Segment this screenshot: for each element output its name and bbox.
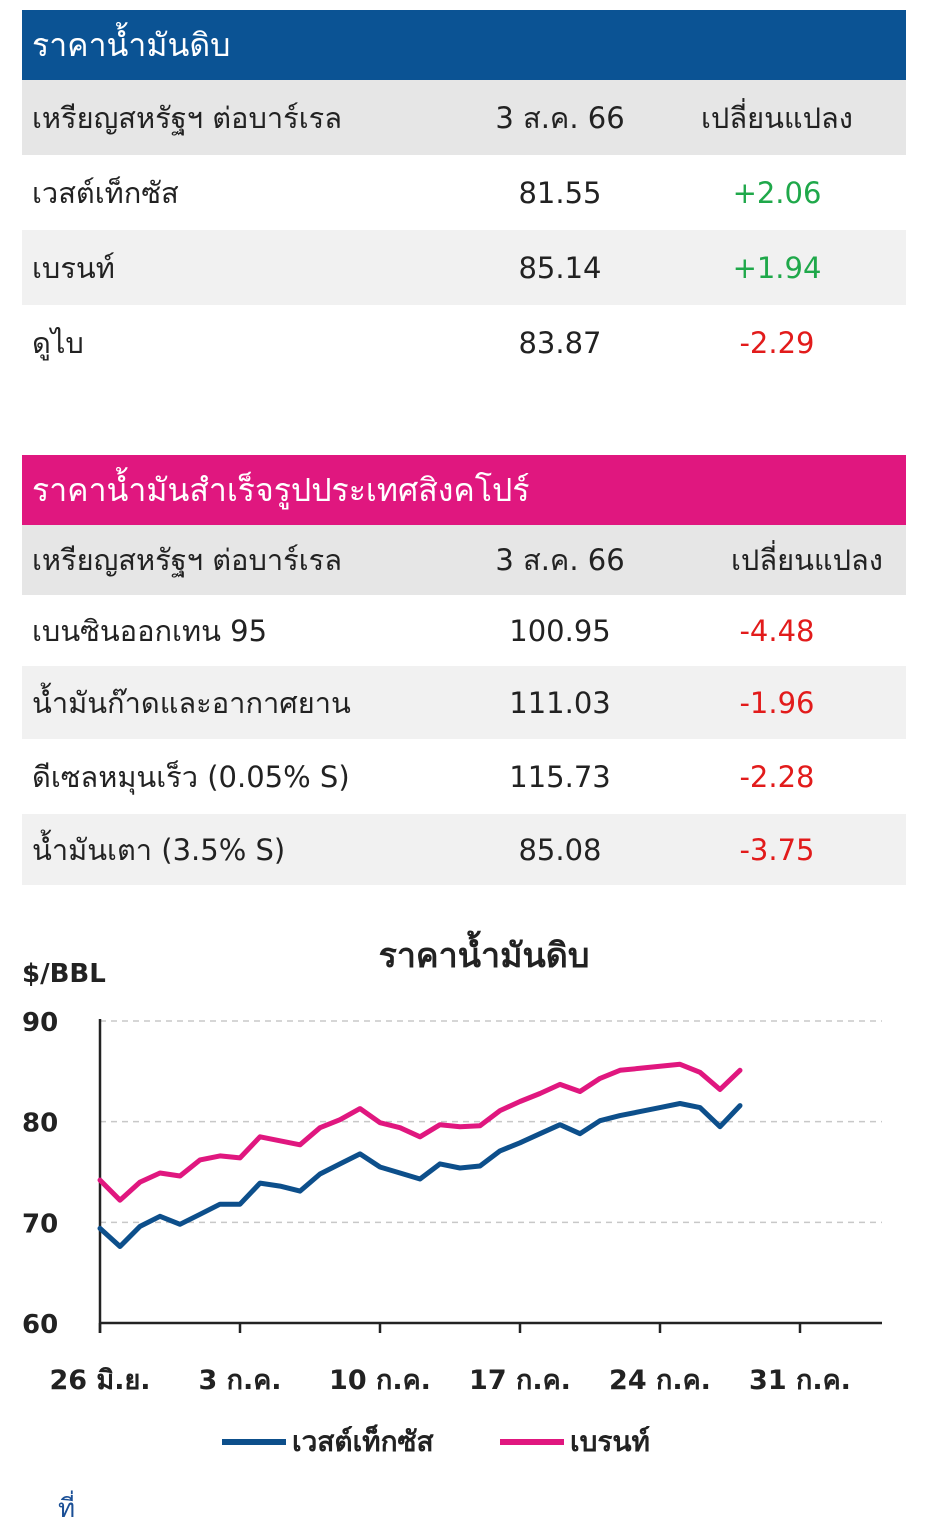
row-change: -3.75 [739,832,815,867]
footnote-text: ที่ [58,1494,76,1524]
table-row: น้ำมันก๊าดและอากาศยาน 111.03 -1.96 [22,666,906,739]
legend-swatch-brent [500,1439,564,1445]
row-name: ดีเซลหมุนเร็ว (0.05% S) [32,759,350,794]
row-price: 81.55 [518,175,602,210]
header-unit: เหรียญสหรัฐฯ ต่อบาร์เรล [32,543,342,577]
row-price: 85.14 [518,250,602,285]
row-change: -2.29 [739,325,815,360]
header-change: เปลี่ยนแปลง [731,543,883,577]
legend-item-wti: เวสต์เท็กซัส [222,1420,434,1464]
row-price: 111.03 [509,685,611,720]
row-name: น้ำมันเตา (3.5% S) [32,832,286,867]
series-line-brent [97,1061,743,1203]
row-name: น้ำมันก๊าดและอากาศยาน [32,685,351,720]
crude-oil-table-title: ราคาน้ำมันดิบ [22,10,906,80]
legend-swatch-wti [222,1439,286,1445]
crude-oil-table-header: เหรียญสหรัฐฯ ต่อบาร์เรล 3 ส.ค. 66 เปลี่ย… [22,80,906,155]
y-tick-label: 70 [22,1209,58,1239]
x-tick-label: 17 ก.ค. [469,1365,571,1396]
row-name: เบนซินออกเทน 95 [32,613,268,648]
x-tick-label: 24 ก.ค. [609,1365,711,1396]
header-date: 3 ส.ค. 66 [495,543,625,577]
y-axis-label: $/BBL [22,959,106,989]
row-name: ดูไบ [32,325,84,360]
table-row: เวสต์เท็กซัส 81.55 +2.06 [22,155,906,230]
header-unit: เหรียญสหรัฐฯ ต่อบาร์เรล [32,100,342,135]
refined-oil-table-title: ราคาน้ำมันสำเร็จรูปประเทศสิงคโปร์ [22,455,906,525]
legend-label-wti: เวสต์เท็กซัส [292,1425,434,1458]
row-change: +1.94 [732,250,822,285]
refined-oil-table-header: เหรียญสหรัฐฯ ต่อบาร์เรล 3 ส.ค. 66 เปลี่ย… [22,525,906,595]
row-change: +2.06 [732,175,822,210]
crude-oil-price-chart: ราคาน้ำมันดิบ $/BBL 60 70 80 90 26 มิ.ย. 3 ก.ค.… [0,905,927,1506]
row-price: 115.73 [509,759,611,794]
legend-label-brent: เบรนท์ [570,1425,650,1458]
x-tick-label: 31 ก.ค. [749,1365,851,1396]
row-name: เบรนท์ [32,250,115,285]
row-change: -1.96 [739,685,815,720]
y-tick-label: 80 [22,1109,58,1139]
x-tick-label: 26 มิ.ย. [49,1365,150,1396]
y-tick-label: 60 [22,1310,58,1340]
chart-title: ราคาน้ำมันดิบ [379,930,590,976]
row-name: เวสต์เท็กซัส [32,175,179,210]
table-row: น้ำมันเตา (3.5% S) 85.08 -3.75 [22,814,906,885]
header-date: 3 ส.ค. 66 [495,100,625,135]
table-row: ดีเซลหมุนเร็ว (0.05% S) 115.73 -2.28 [22,739,906,814]
x-tick-label: 10 ก.ค. [329,1365,431,1396]
x-tick-label: 3 ก.ค. [198,1365,281,1396]
header-change: เปลี่ยนแปลง [701,100,853,135]
row-price: 100.95 [509,613,611,648]
y-tick-label: 90 [22,1008,58,1038]
row-price: 83.87 [518,325,602,360]
row-change: -4.48 [739,613,815,648]
chart-canvas: ราคาน้ำมันดิบ $/BBL 60 70 80 90 26 มิ.ย. 3 ก.ค.… [22,930,882,1396]
series-line-wti [97,1101,743,1249]
table-row: เบนซินออกเทน 95 100.95 -4.48 [22,595,906,666]
row-change: -2.28 [739,759,815,794]
table-row: เบรนท์ 85.14 +1.94 [22,230,906,305]
legend-item-brent: เบรนท์ [500,1420,650,1464]
refined-oil-table: ราคาน้ำมันสำเร็จรูปประเทศสิงคโปร์ เหรียญ… [22,455,906,885]
table-row: ดูไบ 83.87 -2.29 [22,305,906,380]
crude-oil-table: ราคาน้ำมันดิบ เหรียญสหรัฐฯ ต่อบาร์เรล 3 … [22,10,906,380]
row-price: 85.08 [518,832,602,867]
